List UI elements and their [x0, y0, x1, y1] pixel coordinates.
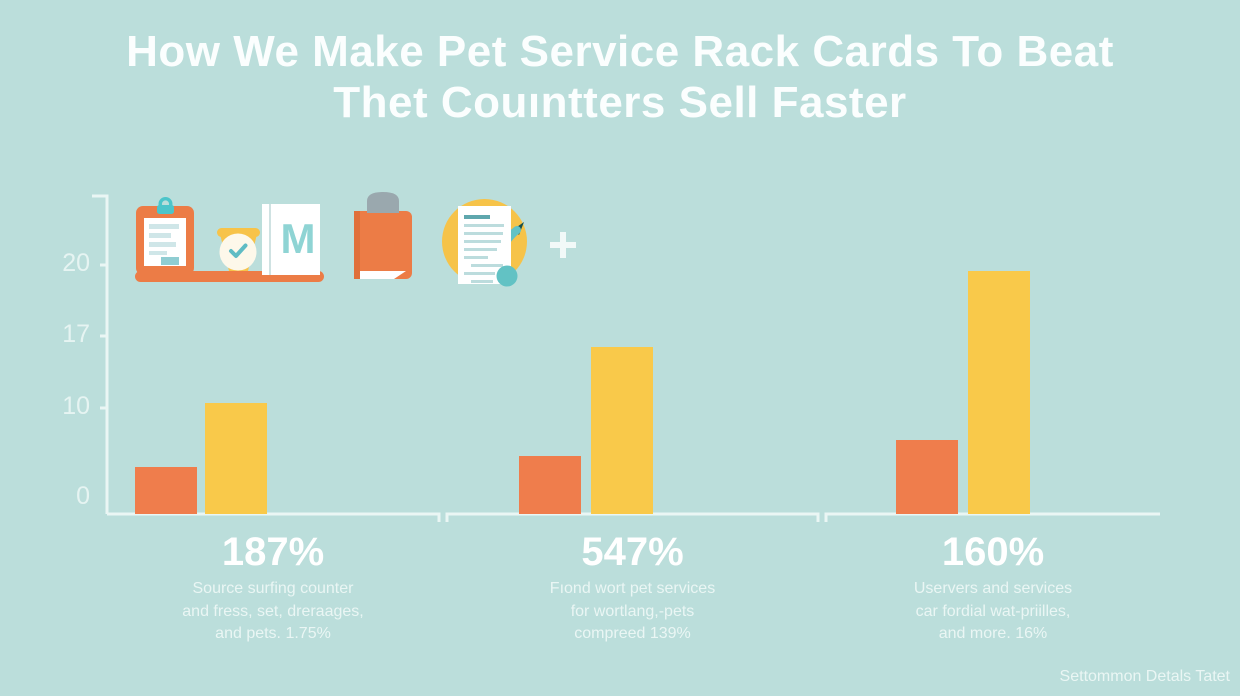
svg-text:M: M [281, 215, 316, 262]
